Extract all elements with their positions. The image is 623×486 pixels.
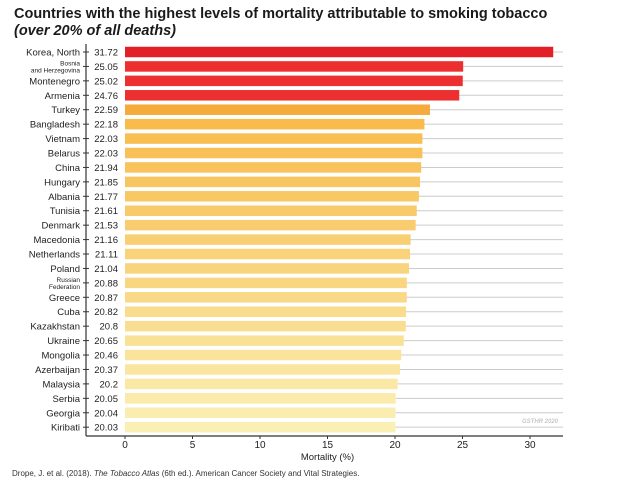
value-label: 21.16 — [94, 235, 118, 246]
category-label: Georgia — [46, 408, 81, 419]
value-label: 21.61 — [94, 206, 118, 217]
value-label: 20.65 — [94, 336, 118, 347]
category-label: Bosnia and Herzegovina — [31, 60, 81, 74]
bar — [125, 118, 425, 130]
value-label: 22.03 — [94, 134, 118, 145]
value-label: 21.53 — [94, 221, 118, 232]
bar — [125, 176, 420, 188]
value-label: 20.37 — [94, 365, 118, 376]
bar — [125, 205, 417, 216]
bar — [125, 393, 396, 404]
bar — [125, 364, 400, 375]
bar — [125, 320, 406, 332]
bar — [125, 133, 423, 144]
category-label: Netherlands — [29, 250, 80, 261]
value-label: 22.18 — [94, 120, 118, 131]
category-label: Kazakhstan — [30, 322, 80, 333]
bar — [125, 248, 410, 260]
value-label: 20.46 — [94, 351, 118, 362]
bar — [125, 191, 419, 202]
value-label: 20.2 — [100, 379, 119, 390]
source-citation: Drope, J. et al. (2018). The Tobacco Atl… — [12, 469, 360, 478]
category-label: Turkey — [51, 105, 80, 116]
category-label: Russian Federation — [49, 277, 80, 291]
category-label: Korea, North — [26, 48, 80, 59]
bar — [125, 378, 398, 390]
value-label: 21.04 — [94, 264, 118, 275]
value-label: 22.03 — [94, 149, 118, 160]
category-label: Kiribati — [51, 423, 80, 434]
bar — [125, 75, 463, 87]
value-label: 21.94 — [94, 163, 118, 174]
category-label: Poland — [50, 264, 80, 275]
bar — [125, 90, 460, 101]
value-label: 31.72 — [94, 48, 118, 59]
category-label: Mongolia — [41, 351, 80, 362]
category-label: Hungary — [44, 177, 80, 188]
category-label: Albania — [48, 192, 80, 203]
bar — [125, 407, 396, 418]
chart-title: Countries with the highest levels of mor… — [14, 6, 548, 22]
value-label: 21.77 — [94, 192, 118, 203]
category-label: Bangladesh — [30, 120, 80, 131]
x-axis-label: Mortality (%) — [301, 452, 354, 463]
value-label: 25.02 — [94, 76, 118, 87]
category-label: Serbia — [53, 394, 81, 405]
value-label: 21.85 — [94, 177, 118, 188]
watermark: GSTHR 2020 — [522, 419, 559, 425]
bar — [125, 335, 404, 346]
bar — [125, 306, 407, 317]
bar — [125, 349, 402, 361]
category-label: China — [55, 163, 81, 174]
x-tick-label: 10 — [254, 440, 266, 451]
value-label: 20.8 — [100, 322, 119, 333]
value-label: 25.05 — [94, 62, 118, 73]
bar — [125, 61, 464, 72]
value-label: 22.59 — [94, 105, 118, 116]
category-label: Denmark — [41, 221, 80, 232]
value-label: 20.03 — [94, 423, 118, 434]
bar — [125, 292, 407, 303]
value-label: 20.04 — [94, 408, 118, 419]
value-label: 20.88 — [94, 278, 118, 289]
bar — [125, 421, 396, 433]
value-label: 24.76 — [94, 91, 118, 102]
value-label: 20.87 — [94, 293, 118, 304]
category-label: Macedonia — [34, 235, 81, 246]
bar — [125, 263, 410, 274]
category-label: Montenegro — [29, 76, 80, 87]
value-label: 20.05 — [94, 394, 118, 405]
category-label: Greece — [49, 293, 80, 304]
bar — [125, 147, 423, 159]
value-label: 20.82 — [94, 307, 118, 318]
category-label: Armenia — [45, 91, 81, 102]
x-tick-label: 30 — [524, 440, 536, 451]
bar — [125, 234, 411, 245]
x-tick-label: 5 — [190, 440, 196, 451]
category-label: Tunisia — [50, 206, 81, 217]
bar — [125, 104, 430, 115]
category-label: Belarus — [48, 149, 80, 160]
x-tick-label: 15 — [322, 440, 334, 451]
category-label: Vietnam — [45, 134, 80, 145]
category-label: Ukraine — [47, 336, 80, 347]
bar — [125, 46, 554, 58]
bar — [125, 162, 422, 173]
category-label: Malaysia — [43, 379, 81, 390]
x-tick-label: 25 — [457, 440, 469, 451]
value-label: 21.11 — [95, 250, 118, 261]
bar — [125, 277, 407, 289]
category-label: Azerbaijan — [35, 365, 80, 376]
chart-subtitle: (over 20% of all deaths) — [14, 23, 176, 39]
bar — [125, 219, 416, 231]
x-tick-label: 0 — [122, 440, 128, 451]
category-label: Cuba — [57, 307, 80, 318]
x-tick-label: 20 — [389, 440, 401, 451]
